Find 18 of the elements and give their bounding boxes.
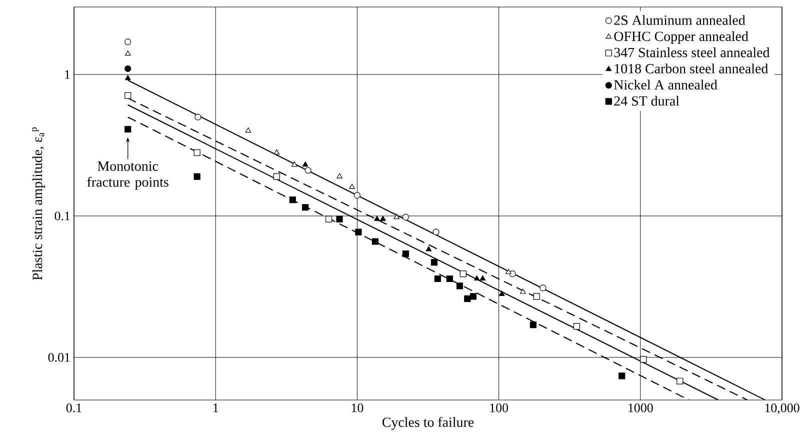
x-tick-label: 10,000: [765, 404, 800, 414]
x-tick-label: 1: [214, 404, 218, 412]
legend-label: 24 ST dural: [614, 96, 680, 106]
x-tick-label: 10: [352, 404, 364, 412]
annotation: Monotonic fracture points: [87, 161, 168, 190]
x-axis-title: Cycles to failure: [382, 416, 474, 430]
x-tick-label: 100: [490, 404, 508, 412]
legend-label: 347 Stainless steel annealed: [614, 47, 770, 58]
legend-label: Nickel A annealed: [614, 80, 718, 90]
legend-label: OFHC Copper annealed: [614, 31, 748, 44]
y-axis-title: Plastic strain amplitude, ε$_{a}$p: [32, 127, 45, 280]
legend-label: 1018 Carbon steel annealed: [614, 64, 768, 74]
y-tick-label: 1: [65, 70, 70, 79]
legend-label: 2S Aluminum annealed: [614, 15, 746, 25]
x-tick-label: 1000: [628, 404, 653, 412]
y-tick-label: 0.1: [54, 212, 70, 220]
x-tick-label: 0.1: [66, 404, 82, 412]
y-tick-label: 0.01: [48, 353, 70, 362]
